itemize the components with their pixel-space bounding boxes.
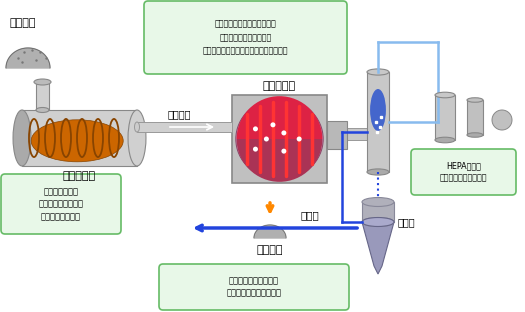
Ellipse shape [13, 110, 31, 166]
Bar [137, 122, 232, 132]
Ellipse shape [36, 108, 49, 113]
Polygon shape [362, 222, 394, 274]
Circle shape [281, 130, 286, 135]
Text: 水蒸気分解: 水蒸気分解 [263, 81, 296, 91]
Text: 湿潤水: 湿潤水 [301, 210, 319, 220]
Ellipse shape [134, 122, 140, 132]
Ellipse shape [435, 137, 455, 143]
Ellipse shape [367, 169, 389, 175]
Wedge shape [237, 139, 322, 182]
Text: 間接熱脱着: 間接熱脱着 [63, 171, 96, 181]
Ellipse shape [370, 89, 386, 131]
Bar [347, 129, 367, 140]
Text: HEPA活性炭
（セーフティネット）: HEPA活性炭 （セーフティネット） [440, 161, 487, 183]
Bar [367, 72, 389, 172]
Ellipse shape [128, 110, 146, 166]
Text: 浄化土壌は土木原料や
セメント原料などへ活用: 浄化土壌は土木原料や セメント原料などへ活用 [226, 276, 281, 298]
Ellipse shape [362, 217, 394, 227]
Bar [362, 202, 394, 222]
Bar [435, 95, 455, 140]
Ellipse shape [435, 92, 455, 98]
FancyBboxPatch shape [1, 174, 121, 234]
Wedge shape [237, 96, 322, 139]
Circle shape [253, 147, 258, 152]
Ellipse shape [31, 120, 123, 162]
Bar [327, 121, 347, 149]
Bar [232, 95, 327, 183]
Bar [467, 100, 483, 135]
Polygon shape [254, 225, 286, 238]
Ellipse shape [362, 217, 394, 227]
Circle shape [297, 137, 302, 142]
FancyBboxPatch shape [144, 1, 347, 74]
Ellipse shape [34, 79, 51, 85]
Text: 水処理: 水処理 [398, 217, 416, 227]
Circle shape [253, 126, 258, 131]
Ellipse shape [467, 98, 483, 102]
Polygon shape [6, 48, 50, 68]
Text: 揮発ガス: 揮発ガス [168, 109, 191, 119]
Text: 土壌から蒸発させた汚染物を
水蒸気で分解して無害化
（水蒸気は土壌の水分が蒸発したもの）: 土壌から蒸発させた汚染物を 水蒸気で分解して無害化 （水蒸気は土壌の水分が蒸発し… [203, 20, 288, 55]
FancyBboxPatch shape [411, 149, 516, 195]
Ellipse shape [367, 69, 389, 75]
FancyBboxPatch shape [159, 264, 349, 310]
Text: 土壌を加熱して
汚染物を蒸発させる
（土壌を無害化）: 土壌を加熱して 汚染物を蒸発させる （土壌を無害化） [38, 187, 83, 221]
Circle shape [264, 137, 269, 142]
Ellipse shape [362, 197, 394, 207]
Bar [36, 82, 49, 110]
Text: 汚染土壌: 汚染土壌 [10, 18, 37, 28]
Ellipse shape [236, 99, 323, 179]
Circle shape [270, 122, 276, 127]
Circle shape [492, 110, 512, 130]
Bar [22, 110, 137, 166]
Ellipse shape [467, 133, 483, 137]
Text: 浄化土壌: 浄化土壌 [257, 245, 284, 255]
Circle shape [281, 149, 286, 154]
